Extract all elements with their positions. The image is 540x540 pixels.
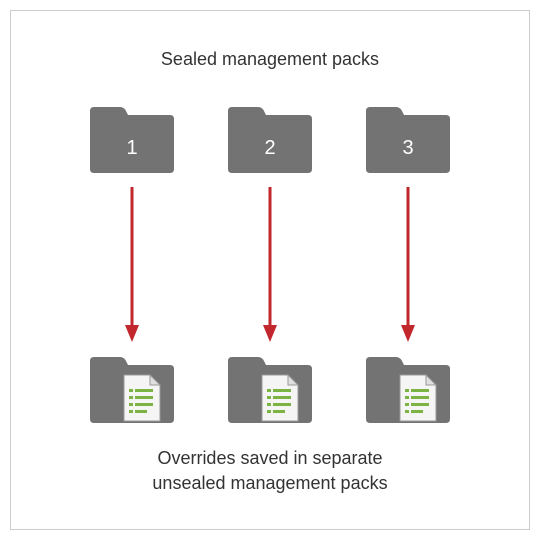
- title-bottom-line1: Overrides saved in separate: [157, 448, 382, 468]
- arrow-1: [86, 187, 178, 342]
- folder-label: 3: [402, 137, 413, 160]
- title-bottom: Overrides saved in separate unsealed man…: [11, 446, 529, 495]
- top-folder-row: 1 2 3: [11, 101, 529, 177]
- sealed-folder-1: 1: [86, 101, 178, 177]
- bottom-folder-row: [11, 351, 529, 427]
- unsealed-folder-3: [362, 351, 454, 427]
- diagram-frame: Sealed management packs 1 2 3: [10, 10, 530, 530]
- folder-label: 1: [126, 137, 137, 160]
- unsealed-folder-1: [86, 351, 178, 427]
- title-bottom-line2: unsealed management packs: [152, 473, 387, 493]
- arrow-3: [362, 187, 454, 342]
- down-arrow-icon: [398, 187, 418, 342]
- down-arrow-icon: [122, 187, 142, 342]
- document-icon: [260, 373, 300, 428]
- down-arrow-icon: [260, 187, 280, 342]
- arrow-2: [224, 187, 316, 342]
- sealed-folder-2: 2: [224, 101, 316, 177]
- document-icon: [122, 373, 162, 428]
- document-icon: [398, 373, 438, 428]
- folder-label: 2: [264, 137, 275, 160]
- arrows-row: [11, 187, 529, 342]
- unsealed-folder-2: [224, 351, 316, 427]
- title-top: Sealed management packs: [11, 49, 529, 70]
- sealed-folder-3: 3: [362, 101, 454, 177]
